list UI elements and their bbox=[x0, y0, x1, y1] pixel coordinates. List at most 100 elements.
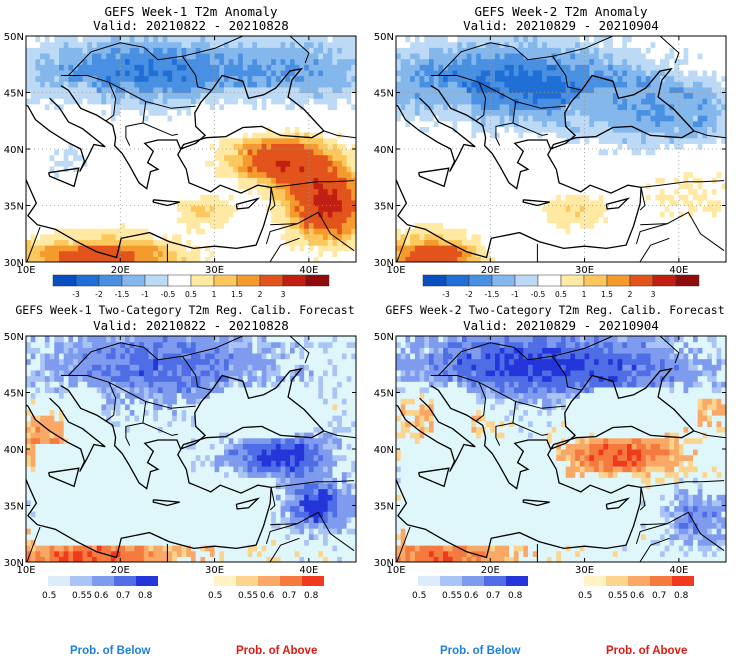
grid-cell bbox=[414, 165, 421, 173]
grid-cell bbox=[191, 188, 197, 195]
grid-cell bbox=[627, 69, 633, 77]
grid-cell bbox=[608, 239, 614, 246]
grid-cell bbox=[167, 182, 173, 190]
grid-cell bbox=[424, 64, 430, 71]
grid-cell bbox=[96, 92, 103, 99]
grid-cell bbox=[323, 233, 329, 240]
grid-cell bbox=[261, 52, 268, 60]
grid-cell bbox=[490, 52, 496, 60]
grid-cell bbox=[247, 149, 253, 156]
grid-cell bbox=[271, 137, 277, 144]
grid-cell bbox=[594, 171, 600, 178]
grid-cell bbox=[351, 239, 356, 246]
grid-cell bbox=[120, 115, 126, 122]
grid-cell bbox=[627, 126, 633, 133]
grid-cell bbox=[603, 205, 609, 212]
grid-cell bbox=[186, 137, 192, 144]
grid-cell bbox=[148, 103, 154, 111]
grid-cell bbox=[351, 69, 356, 77]
grid-cell bbox=[608, 41, 614, 48]
grid-cell bbox=[59, 36, 65, 43]
grid-cell bbox=[82, 137, 88, 144]
grid-cell bbox=[209, 41, 216, 48]
grid-cell bbox=[68, 239, 74, 246]
grid-cell bbox=[92, 250, 98, 257]
grid-cell bbox=[87, 216, 93, 224]
grid-cell bbox=[280, 228, 286, 235]
grid-cell bbox=[63, 154, 70, 161]
grid-cell bbox=[518, 165, 524, 173]
grid-cell bbox=[275, 92, 282, 99]
grid-cell bbox=[106, 239, 112, 246]
grid-cell bbox=[308, 109, 315, 116]
grid-cell bbox=[622, 205, 628, 212]
grid-cell bbox=[139, 250, 145, 257]
grid-cell bbox=[261, 171, 268, 178]
grid-cell bbox=[341, 143, 348, 150]
grid-cell bbox=[275, 171, 282, 178]
grid-cell bbox=[438, 132, 444, 139]
grid-cell bbox=[318, 177, 324, 184]
grid-cell bbox=[280, 211, 286, 218]
grid-cell bbox=[523, 256, 529, 262]
grid-cell bbox=[35, 177, 41, 184]
grid-cell bbox=[257, 211, 263, 218]
grid-cell bbox=[63, 205, 70, 212]
grid-cell bbox=[35, 137, 41, 144]
grid-cell bbox=[424, 58, 430, 65]
grid-cell bbox=[228, 98, 235, 105]
grid-cell bbox=[551, 98, 557, 105]
grid-cell bbox=[308, 132, 315, 139]
grid-cell bbox=[438, 52, 444, 60]
grid-cell bbox=[290, 205, 296, 212]
grid-cell bbox=[318, 165, 324, 173]
grid-cell bbox=[54, 92, 60, 99]
grid-cell bbox=[627, 194, 633, 201]
grid-cell bbox=[414, 36, 421, 43]
grid-cell bbox=[485, 103, 491, 111]
grid-cell bbox=[612, 92, 619, 99]
grid-cell bbox=[120, 47, 126, 54]
grid-cell bbox=[54, 154, 60, 161]
grid-cell bbox=[419, 160, 425, 167]
grid-cell bbox=[565, 205, 572, 212]
grid-cell bbox=[134, 222, 140, 229]
grid-cell bbox=[405, 109, 411, 116]
grid-cell bbox=[476, 256, 482, 262]
grid-cell bbox=[308, 47, 315, 54]
grid-cell bbox=[490, 81, 496, 88]
grid-cell bbox=[485, 36, 491, 43]
grid-cell bbox=[570, 149, 576, 156]
grid-cell bbox=[443, 182, 449, 190]
grid-cell bbox=[332, 126, 338, 133]
grid-cell bbox=[195, 222, 202, 229]
grid-cell bbox=[598, 137, 605, 144]
grid-cell bbox=[44, 199, 51, 207]
grid-cell bbox=[546, 233, 553, 240]
grid-cell bbox=[115, 171, 121, 178]
grid-cell bbox=[271, 211, 277, 218]
grid-cell bbox=[400, 245, 407, 252]
grid-cell bbox=[579, 211, 586, 218]
grid-cell bbox=[247, 75, 253, 82]
grid-cell bbox=[332, 109, 338, 116]
grid-cell bbox=[346, 103, 352, 111]
grid-cell bbox=[82, 120, 88, 127]
grid-cell bbox=[224, 165, 230, 173]
grid-cell bbox=[608, 211, 614, 218]
grid-cell bbox=[523, 228, 529, 235]
grid-cell bbox=[139, 36, 145, 43]
grid-cell bbox=[186, 52, 192, 60]
grid-cell bbox=[575, 69, 581, 77]
grid-cell bbox=[429, 36, 435, 43]
grid-cell bbox=[139, 165, 145, 173]
grid-cell bbox=[261, 86, 268, 94]
grid-cell bbox=[181, 75, 187, 82]
grid-cell bbox=[337, 132, 343, 139]
grid-cell bbox=[537, 245, 543, 252]
grid-cell bbox=[308, 103, 315, 111]
grid-cell bbox=[495, 228, 501, 235]
grid-cell bbox=[96, 171, 103, 178]
grid-cell bbox=[532, 228, 539, 235]
grid-cell bbox=[54, 182, 60, 190]
